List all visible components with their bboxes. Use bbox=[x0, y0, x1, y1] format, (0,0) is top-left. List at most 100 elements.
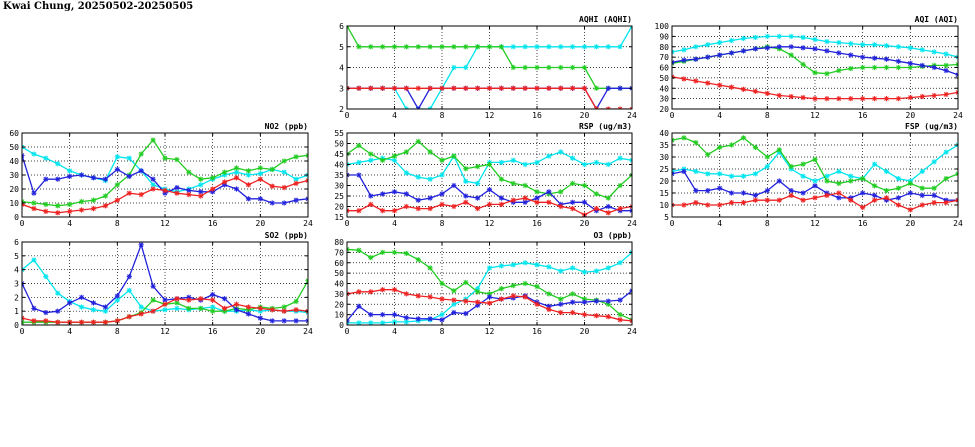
data-point bbox=[380, 44, 386, 50]
data-point bbox=[475, 195, 481, 201]
data-point bbox=[293, 318, 299, 324]
data-point bbox=[617, 317, 623, 323]
data-point bbox=[391, 153, 398, 159]
y-tick-label: 30 bbox=[334, 290, 344, 299]
data-point bbox=[415, 197, 421, 203]
data-point bbox=[570, 309, 576, 316]
data-point bbox=[186, 297, 192, 303]
x-tick-label: 0 bbox=[345, 219, 350, 228]
data-point bbox=[883, 43, 890, 49]
data-point bbox=[728, 84, 735, 90]
data-point bbox=[800, 197, 806, 203]
data-point bbox=[347, 318, 350, 324]
y-tick-label: 20 bbox=[659, 177, 669, 186]
data-point bbox=[451, 153, 457, 159]
data-point bbox=[788, 164, 794, 170]
series-o3-1 bbox=[347, 249, 632, 325]
data-point bbox=[31, 200, 37, 206]
data-point bbox=[672, 59, 675, 65]
data-point bbox=[403, 203, 409, 210]
y-tick-label: 80 bbox=[334, 238, 344, 247]
data-point bbox=[102, 203, 109, 209]
y-tick-label: 20 bbox=[334, 203, 344, 212]
data-point bbox=[812, 195, 818, 201]
data-point bbox=[368, 85, 374, 91]
data-point bbox=[78, 294, 85, 300]
data-point bbox=[198, 193, 204, 199]
data-point bbox=[186, 169, 192, 175]
data-point bbox=[138, 242, 144, 248]
data-point bbox=[174, 190, 180, 196]
data-point bbox=[871, 192, 878, 198]
data-point bbox=[522, 182, 528, 189]
data-point bbox=[605, 203, 611, 210]
data-point bbox=[848, 52, 854, 58]
data-point bbox=[800, 45, 806, 51]
data-point bbox=[43, 318, 49, 324]
y-tick-label: 5 bbox=[664, 213, 669, 222]
data-point bbox=[943, 176, 949, 182]
data-point bbox=[546, 199, 552, 205]
data-point bbox=[919, 93, 925, 100]
data-point bbox=[439, 85, 445, 91]
y-tick-label: 45 bbox=[334, 150, 344, 159]
data-point bbox=[895, 64, 902, 71]
data-point bbox=[570, 180, 576, 186]
data-point bbox=[55, 319, 61, 325]
data-point bbox=[824, 38, 830, 45]
data-point bbox=[403, 106, 409, 109]
y-tick-label: 4 bbox=[14, 266, 19, 275]
data-point bbox=[245, 311, 252, 317]
data-point bbox=[510, 262, 516, 268]
y-tick-label: 20 bbox=[659, 105, 669, 114]
y-tick-label: 6 bbox=[14, 238, 19, 247]
data-point bbox=[486, 294, 493, 300]
data-point bbox=[534, 64, 540, 71]
data-point bbox=[31, 190, 37, 196]
data-point bbox=[943, 68, 949, 74]
data-point bbox=[883, 188, 890, 194]
data-point bbox=[693, 188, 699, 194]
data-point bbox=[451, 85, 457, 91]
data-point bbox=[824, 71, 830, 77]
data-point bbox=[570, 199, 576, 205]
data-point bbox=[681, 47, 687, 53]
y-tick-label: 40 bbox=[659, 84, 669, 93]
data-point bbox=[593, 106, 599, 109]
data-point bbox=[221, 179, 228, 185]
data-point bbox=[43, 155, 49, 161]
data-point bbox=[43, 201, 49, 207]
data-point bbox=[522, 280, 528, 287]
data-point bbox=[368, 254, 374, 261]
data-point bbox=[498, 159, 504, 165]
data-point bbox=[126, 314, 132, 320]
data-point bbox=[570, 206, 576, 212]
y-tick-label: 30 bbox=[9, 171, 19, 180]
data-point bbox=[558, 85, 564, 91]
data-point bbox=[391, 287, 398, 293]
data-point bbox=[581, 64, 588, 71]
data-point bbox=[836, 50, 842, 56]
data-point bbox=[498, 263, 504, 269]
data-point bbox=[800, 94, 806, 101]
data-point bbox=[534, 284, 540, 290]
data-point bbox=[463, 193, 469, 199]
data-point bbox=[681, 202, 687, 208]
x-tick-label: 24 bbox=[303, 327, 313, 336]
data-point bbox=[717, 82, 723, 88]
data-point bbox=[439, 44, 445, 50]
data-point bbox=[629, 157, 632, 163]
data-point bbox=[451, 288, 457, 294]
data-point bbox=[439, 157, 445, 163]
data-point bbox=[617, 312, 623, 318]
data-point bbox=[305, 152, 308, 158]
data-point bbox=[463, 310, 469, 317]
data-point bbox=[451, 301, 457, 307]
data-point bbox=[629, 26, 632, 29]
data-point bbox=[463, 166, 469, 172]
data-point bbox=[681, 168, 687, 174]
data-point bbox=[22, 315, 25, 321]
